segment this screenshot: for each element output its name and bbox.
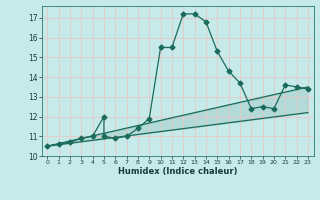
X-axis label: Humidex (Indice chaleur): Humidex (Indice chaleur) xyxy=(118,167,237,176)
